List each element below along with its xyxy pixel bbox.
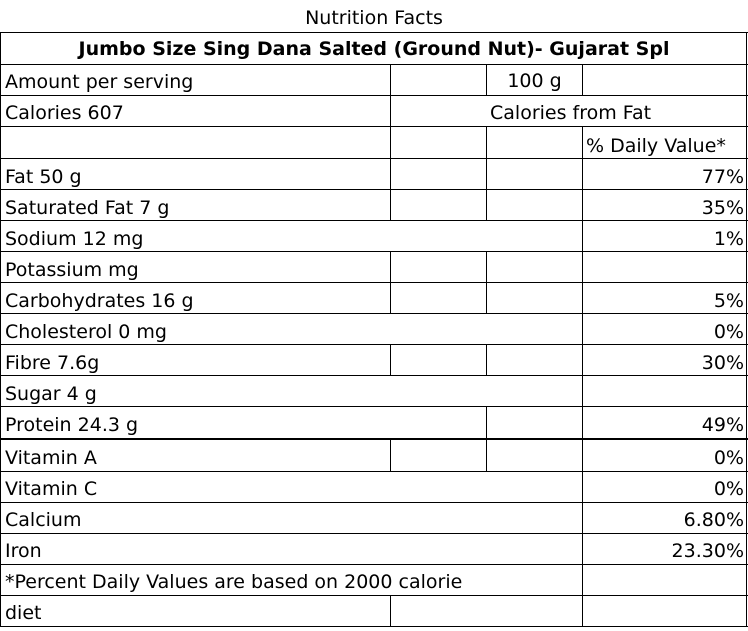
table-border xyxy=(390,344,391,375)
table-border xyxy=(0,471,748,472)
serving-size-value: 100 g xyxy=(507,70,562,92)
daily-value-header: % Daily Value* xyxy=(586,135,726,157)
nutrient-daily-value: 1% xyxy=(713,228,744,250)
nutrient-name: Iron xyxy=(5,540,42,562)
table-border xyxy=(746,32,747,627)
table-border xyxy=(582,64,583,95)
table-border xyxy=(486,344,487,375)
nutrient-daily-value: 77% xyxy=(701,166,744,188)
amount-per-serving-label: Amount per serving xyxy=(5,71,194,93)
table-border xyxy=(0,344,748,345)
table-border xyxy=(0,95,748,96)
nutrient-daily-value: 5% xyxy=(713,290,744,312)
nutrient-name: Saturated Fat 7 g xyxy=(5,197,170,219)
nutrient-daily-value: 6.80% xyxy=(683,509,744,531)
table-border xyxy=(0,32,1,627)
calories-from-fat-label: Calories from Fat xyxy=(490,102,652,124)
nutrient-name: Calcium xyxy=(5,509,82,531)
table-border xyxy=(390,595,391,626)
table-border xyxy=(0,438,748,440)
table-border xyxy=(390,251,391,313)
nutrient-name: Fat 50 g xyxy=(5,166,82,188)
nutrient-name: Protein 24.3 g xyxy=(5,414,139,436)
table-border xyxy=(0,189,748,190)
nutrient-name: Cholesterol 0 mg xyxy=(5,321,167,343)
table-border xyxy=(486,126,487,220)
table-border xyxy=(390,438,391,471)
table-border xyxy=(0,282,748,283)
table-border xyxy=(486,64,487,95)
table-border xyxy=(0,533,748,534)
nutrient-daily-value: 23.30% xyxy=(671,540,744,562)
table-border xyxy=(486,406,487,471)
table-border xyxy=(0,64,748,65)
nutrient-name: Carbohydrates 16 g xyxy=(5,290,194,312)
footnote-line-2: diet xyxy=(5,602,42,624)
nutrient-name: Fibre 7.6g xyxy=(5,352,100,374)
table-border xyxy=(582,126,583,626)
nutrient-name: Vitamin C xyxy=(5,478,98,500)
nutrient-name: Potassium mg xyxy=(5,259,139,281)
table-border xyxy=(0,595,748,596)
table-border xyxy=(0,375,748,376)
table-border xyxy=(0,251,748,252)
nutrient-daily-value: 0% xyxy=(713,321,744,343)
nutrient-daily-value: 30% xyxy=(701,352,744,374)
nutrient-name: Sugar 4 g xyxy=(5,383,97,405)
nutrient-daily-value: 49% xyxy=(701,414,744,436)
table-border xyxy=(0,126,748,127)
footnote-line-1: *Percent Daily Values are based on 2000 … xyxy=(5,571,463,593)
nutrient-name: Vitamin A xyxy=(5,447,97,469)
table-border xyxy=(0,220,748,221)
nutrient-name: Sodium 12 mg xyxy=(5,228,144,250)
nutrient-daily-value: 35% xyxy=(701,197,744,219)
nutrient-daily-value: 0% xyxy=(713,478,744,500)
table-border xyxy=(390,64,391,220)
nutrition-title: Nutrition Facts xyxy=(305,7,443,29)
nutrient-daily-value: 0% xyxy=(713,447,744,469)
product-name: Jumbo Size Sing Dana Salted (Ground Nut)… xyxy=(78,38,670,60)
table-border xyxy=(0,564,748,565)
table-border xyxy=(0,32,748,33)
table-border xyxy=(0,626,748,627)
table-border xyxy=(0,158,748,159)
table-border xyxy=(0,502,748,503)
table-border xyxy=(0,406,748,407)
table-border xyxy=(486,251,487,313)
table-border xyxy=(0,313,748,314)
calories-label: Calories 607 xyxy=(5,102,124,124)
